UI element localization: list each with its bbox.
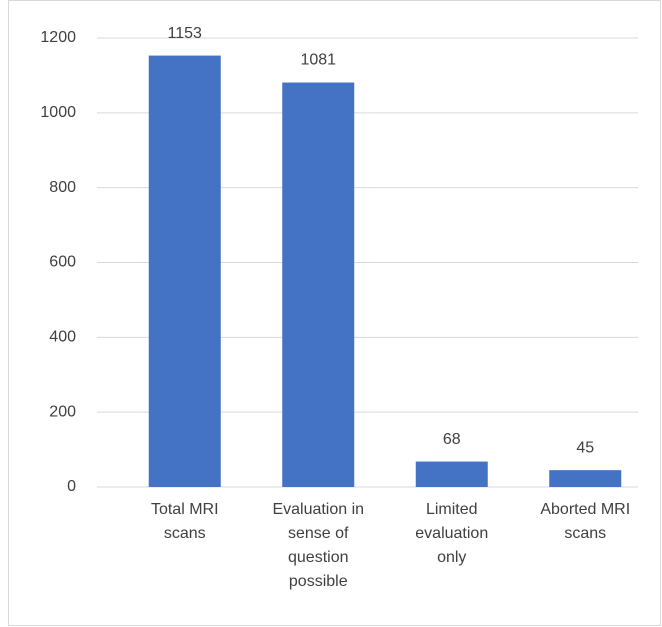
data-label: 45 [576, 439, 594, 456]
bar [282, 82, 355, 488]
y-tick-label: 1200 [40, 29, 76, 46]
bar [415, 461, 488, 487]
bar [549, 470, 622, 487]
x-tick-label: Total MRI scans [151, 501, 219, 542]
data-label: 1081 [300, 52, 336, 69]
y-tick-label: 1000 [40, 104, 76, 121]
x-tick-label: Aborted MRI scans [540, 501, 630, 542]
bar [148, 55, 221, 487]
y-tick-label: 400 [49, 329, 76, 346]
x-tick-label: Limited evaluation only [415, 501, 488, 566]
y-tick-label: 0 [67, 478, 76, 495]
y-tick-label: 800 [49, 179, 76, 196]
data-label: 68 [443, 431, 461, 448]
y-tick-label: 200 [49, 403, 76, 420]
chart-border [8, 0, 661, 626]
data-label: 1153 [168, 25, 203, 42]
x-tick-label: Evaluation in sense of question possible [272, 501, 364, 590]
y-tick-label: 600 [49, 254, 76, 271]
